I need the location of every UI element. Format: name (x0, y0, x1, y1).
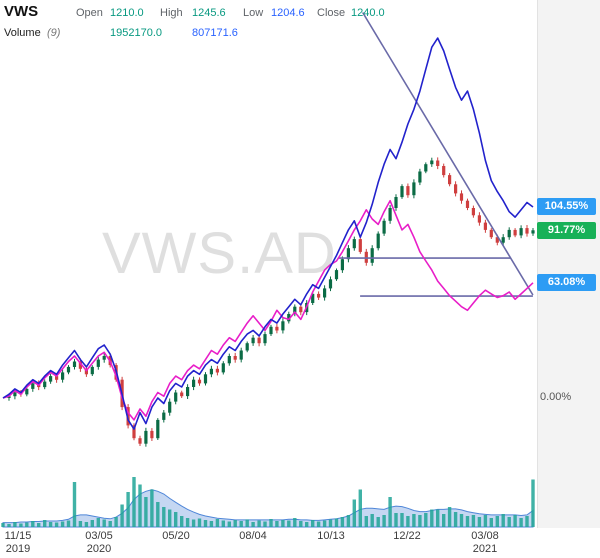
blue-comparison-line (2, 37, 534, 430)
volume-pane (1, 477, 535, 528)
price-axis-gutter[interactable] (537, 0, 600, 528)
pct-label-magenta-line: 63.08% (537, 274, 596, 291)
volume-label: Volume (4, 27, 41, 39)
volume-ma-area (2, 489, 534, 528)
zero-percent-label: 0.00% (540, 391, 572, 403)
x-axis-label: 08/04 (239, 530, 267, 542)
volume-ma-value: 807171.6 (192, 27, 238, 39)
x-axis-label: 05/20 (162, 530, 190, 542)
pct-label-blue-line: 104.55% (537, 198, 596, 215)
open-value: 1210.0 (110, 7, 144, 19)
x-axis-label: 03/05 2020 (85, 530, 113, 556)
x-axis-label: 12/22 (393, 530, 421, 542)
ohlc-header: VWS Open 1210.0 High 1245.6 Low 1204.6 C… (0, 0, 540, 44)
x-axis-label: 11/15 2019 (4, 530, 32, 556)
low-value: 1204.6 (271, 7, 305, 19)
open-label: Open (76, 7, 103, 19)
time-axis[interactable]: 11/15 2019 03/05 2020 05/20 08/04 10/13 12/22 03… (0, 528, 537, 558)
watermark: VWS.AD (102, 221, 337, 286)
comparison-lines (2, 37, 534, 430)
close-value: 1240.0 (351, 7, 385, 19)
high-label: High (160, 7, 183, 19)
close-label: Close (317, 7, 346, 19)
x-axis-label: 10/13 (317, 530, 345, 542)
high-value: 1245.6 (192, 7, 226, 19)
low-label: Low (243, 7, 264, 19)
volume-period: (9) (47, 27, 61, 39)
price-chart[interactable] (0, 0, 537, 528)
candlestick-series (7, 157, 535, 447)
magenta-comparison-line (2, 199, 534, 421)
volume-value: 1952170.0 (110, 27, 162, 39)
trendline[interactable] (362, 12, 534, 296)
pct-label-candle-series: 91.77% (537, 222, 596, 239)
ticker-symbol: VWS (4, 3, 39, 20)
x-axis-label: 03/08 2021 (471, 530, 499, 556)
